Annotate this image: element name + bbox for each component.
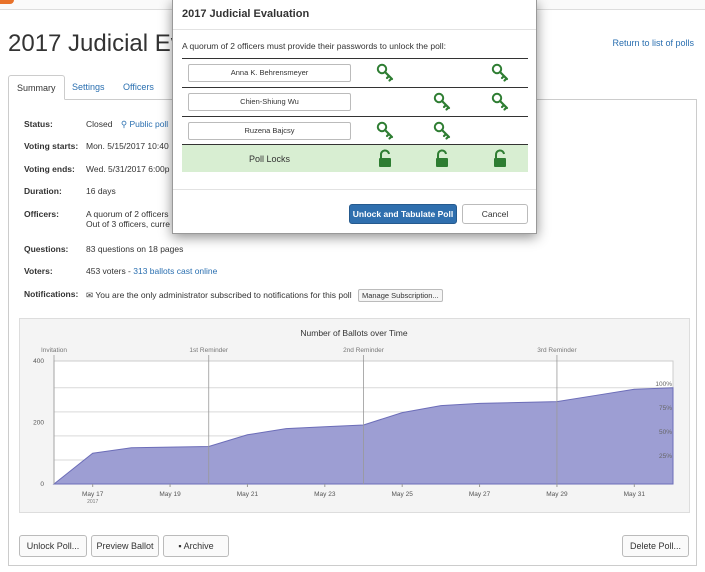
reminder-marker-label: 2nd Reminder [343, 347, 385, 354]
reminder-marker-label: 3rd Reminder [537, 347, 577, 354]
ballots-chart-svg: Number of Ballots over Time Invitation 1s… [33, 328, 674, 505]
officers-value: A quorum of 2 officers Out of 3 officers… [86, 209, 170, 229]
preview-ballot-button[interactable]: Preview Ballot [91, 535, 159, 557]
officer-password-field[interactable]: Anna K. Behrensmeyer [188, 64, 351, 82]
officer-row: Chien-Shiung Wu [182, 87, 528, 116]
chart-title: Number of Ballots over Time [300, 328, 408, 338]
ballots-cast-link[interactable]: 313 ballots cast online [133, 266, 218, 276]
key-icon [491, 92, 509, 111]
questions-label: Questions: [24, 244, 69, 254]
cancel-button[interactable]: Cancel [462, 204, 528, 224]
officers-label: Officers: [24, 209, 59, 219]
questions-value: 83 questions on 18 pages [86, 244, 184, 254]
officer-row: Ruzena Bajcsy [182, 116, 528, 145]
dialog-header: 2017 Judicial Evaluation [173, 0, 536, 30]
dialog-description: A quorum of 2 officers must provide thei… [182, 41, 446, 51]
x-tick-label: May 27 [469, 491, 491, 498]
officers-line-1: A quorum of 2 officers [86, 209, 169, 219]
y-tick-label: 200 [33, 420, 44, 427]
chart-markers: Invitation 1st Reminder 2nd Reminder 3rd Re… [41, 347, 577, 484]
notifications-label: Notifications: [24, 289, 79, 299]
voting-ends-value: Wed. 5/31/2017 6:00p [86, 164, 170, 174]
x-tick-label: May 19 [159, 491, 181, 498]
voters-label: Voters: [24, 266, 53, 276]
officers-line-2: Out of 3 officers, curre [86, 219, 170, 229]
status-label: Status: [24, 119, 53, 129]
percent-label: 50% [659, 429, 672, 436]
unlocked-padlock-icon [494, 149, 506, 167]
chart-y-axis: 0 200 400 [33, 358, 44, 488]
poll-locks-row: Poll Locks [182, 144, 528, 172]
unlock-tabulate-button[interactable]: Unlock and Tabulate Poll [349, 204, 457, 224]
x-tick-label: May 25 [392, 491, 414, 498]
poll-locks-label: Poll Locks [248, 154, 291, 164]
archive-icon: ▪ [178, 541, 182, 551]
tab-officers[interactable]: Officers [123, 82, 154, 92]
x-tick-label: May 23 [314, 491, 336, 498]
officer-row: Anna K. Behrensmeyer [182, 58, 528, 87]
page-title: 2017 Judicial Eva [8, 30, 197, 57]
x-tick-label: May 29 [546, 491, 568, 498]
x-tick-label: May 17 [82, 491, 104, 498]
unlocked-padlock-icon [436, 149, 448, 167]
officer-password-field[interactable]: Chien-Shiung Wu [188, 93, 351, 111]
percent-label: 25% [659, 453, 672, 460]
summary-panel [8, 99, 697, 566]
archive-label: Archive [183, 541, 214, 551]
chart-percent-labels: 100% 75% 50% 25% [655, 381, 672, 460]
key-icon [376, 63, 394, 82]
tab-settings[interactable]: Settings [72, 82, 105, 92]
status-value: Closed ⚲ Public poll [86, 119, 168, 130]
key-icon [433, 92, 451, 111]
unlock-poll-dialog: 2017 Judicial Evaluation A quorum of 2 o… [172, 0, 537, 234]
unlocked-padlock-icon [379, 149, 391, 167]
y-tick-label: 400 [33, 358, 44, 365]
duration-value: 16 days [86, 186, 116, 196]
dialog-title: 2017 Judicial Evaluation [182, 8, 310, 20]
voting-starts-value: Mon. 5/15/2017 10:40 [86, 141, 169, 151]
reminder-marker-label: Invitation [41, 347, 67, 354]
percent-label: 100% [655, 381, 672, 388]
notifications-text: You are the only administrator subscribe… [95, 290, 352, 300]
duration-label: Duration: [24, 186, 62, 196]
archive-button[interactable]: ▪ Archive [163, 535, 229, 557]
voters-value: 453 voters - 313 ballots cast online [86, 266, 217, 276]
envelope-icon: ✉ [86, 290, 94, 300]
manage-subscription-button[interactable]: Manage Subscription... [357, 289, 443, 302]
reminder-marker-label: 1st Reminder [189, 347, 228, 354]
key-icon [376, 121, 394, 140]
y-tick-label: 0 [40, 481, 44, 488]
key-icon [491, 63, 509, 82]
officer-password-field[interactable]: Ruzena Bajcsy [188, 122, 351, 140]
public-poll-link[interactable]: ⚲ Public poll [121, 119, 168, 129]
delete-poll-button[interactable]: Delete Poll... [622, 535, 689, 557]
key-icon [433, 121, 451, 140]
voting-ends-label: Voting ends: [24, 164, 75, 174]
logo-icon [0, 0, 14, 4]
tab-summary[interactable]: Summary [8, 75, 65, 100]
notifications-value: ✉ You are the only administrator subscri… [86, 289, 443, 302]
unlock-poll-button[interactable]: Unlock Poll... [19, 535, 87, 557]
dialog-footer: Unlock and Tabulate Poll Cancel [173, 189, 536, 234]
x-tick-year: 2017 [87, 499, 98, 505]
x-tick-label: May 21 [237, 491, 259, 498]
return-to-polls-link[interactable]: Return to list of polls [612, 38, 694, 48]
public-poll-text: Public poll [129, 119, 169, 129]
ballots-chart: Number of Ballots over Time Invitation 1s… [19, 318, 690, 513]
pin-icon: ⚲ [120, 119, 128, 129]
voters-count: 453 voters - [86, 266, 131, 276]
x-tick-label: May 31 [624, 491, 646, 498]
voting-starts-label: Voting starts: [24, 141, 79, 151]
percent-label: 75% [659, 405, 672, 412]
status-text: Closed [86, 119, 113, 129]
